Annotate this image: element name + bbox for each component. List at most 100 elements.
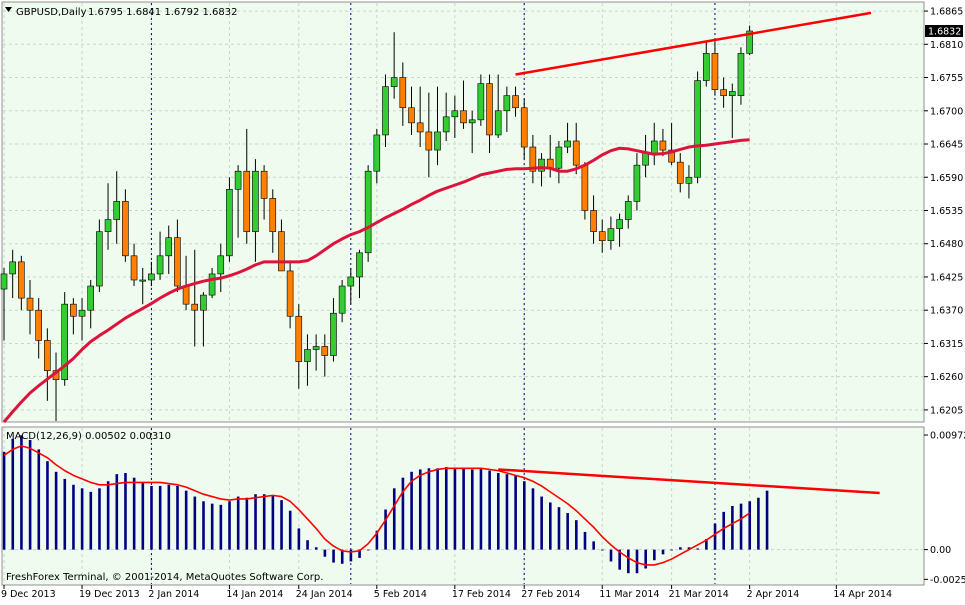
bull-candle	[252, 170, 259, 232]
macd-bar	[288, 510, 292, 550]
signal-line	[3, 445, 751, 566]
price-tick-label: 1.6865	[930, 7, 963, 18]
macd-bar	[722, 511, 726, 550]
macd-bar	[531, 488, 535, 550]
macd-bar	[167, 484, 171, 550]
time-tick-label: 2 Apr 2014	[747, 589, 800, 600]
bear-candle	[711, 53, 719, 90]
bear-candle	[269, 198, 277, 232]
price-tick-label: 1.6370	[930, 306, 963, 317]
macd-bar	[98, 488, 101, 550]
macd-bar	[37, 449, 41, 550]
macd-bar	[453, 468, 457, 550]
macd-divergence-trendline[interactable]	[498, 468, 880, 495]
resistance-trendline[interactable]	[515, 11, 872, 76]
macd-bar	[418, 469, 422, 550]
macd-bar	[670, 549, 673, 551]
macd-bar	[358, 549, 361, 558]
bear-candle	[460, 110, 467, 124]
macd-bar	[306, 540, 309, 550]
macd-bar	[609, 549, 613, 562]
time-tick-label: 21 Mar 2014	[669, 589, 729, 600]
bear-candle	[581, 164, 589, 211]
macd-bar	[479, 468, 483, 550]
time-tick-label: 24 Jan 2014	[296, 589, 353, 600]
macd-bar	[549, 502, 552, 550]
price-tick-label: 1.6645	[930, 140, 963, 151]
price-tick-label: 1.6205	[930, 405, 963, 416]
macd-bar	[705, 539, 708, 550]
macd-bar	[653, 549, 656, 561]
copyright-footer: FreshForex Terminal, © 2001-2014, MetaQu…	[6, 572, 323, 583]
macd-bar	[271, 495, 275, 550]
price-pane[interactable]	[1, 1, 925, 423]
ohlc-values: 1.6795 1.6841 1.6792 1.6832	[88, 7, 238, 18]
macd-bar	[46, 461, 49, 550]
macd-bar	[280, 500, 283, 550]
symbol-label: GBPUSD,Daily	[16, 7, 87, 18]
current-price-marker: 1.6832	[925, 25, 963, 38]
bull-candle	[382, 86, 389, 136]
bull-candle	[494, 110, 502, 136]
bear-candle	[590, 210, 597, 232]
macd-bar	[661, 549, 665, 555]
time-tick-label: 9 Dec 2013	[1, 589, 56, 600]
ma-line	[2, 138, 750, 423]
macd-bar	[314, 547, 318, 550]
macd-bar	[488, 470, 491, 550]
bear-candle	[572, 140, 580, 166]
bear-candle	[122, 201, 129, 257]
price-trendline[interactable]	[515, 11, 872, 76]
bull-candle	[96, 231, 103, 287]
bull-candle	[330, 312, 337, 356]
bear-candle	[520, 107, 528, 148]
bull-candle	[702, 53, 710, 81]
macd-bar	[687, 547, 691, 550]
macd-bar	[540, 496, 543, 550]
macd-trendline[interactable]	[498, 468, 880, 495]
time-axis: 9 Dec 2013 19 Dec 2013 2 Jan 2014 14 Jan 20…	[1, 585, 892, 600]
price-tick-label: 1.6590	[930, 173, 963, 184]
macd-bar	[115, 474, 119, 550]
moving-average	[2, 138, 750, 423]
macd-bar	[349, 549, 353, 562]
time-tick-label: 27 Feb 2014	[521, 589, 580, 600]
macd-header: MACD(12,26,9) 0.00502 0.00310	[6, 431, 171, 442]
macd-bar	[28, 439, 32, 550]
time-tick-label: 17 Feb 2014	[452, 589, 511, 600]
macd-bar	[158, 485, 162, 550]
macd-bar	[644, 549, 647, 569]
dropdown-triangle-icon[interactable]	[5, 7, 12, 12]
macd-bar	[132, 477, 136, 550]
macd-bar	[124, 472, 127, 550]
bear-candle	[598, 231, 606, 242]
bull-candle	[78, 309, 86, 317]
candlestick-series	[0, 25, 753, 421]
bear-candle	[70, 303, 77, 317]
time-tick-label: 5 Feb 2014	[374, 589, 427, 600]
macd-bar	[713, 523, 717, 550]
bull-candle	[451, 110, 459, 118]
bull-candle	[442, 116, 450, 133]
macd-tick-label: 0.00972	[930, 431, 965, 442]
bear-candle	[659, 140, 667, 151]
bull-candle	[650, 140, 658, 154]
bull-candle	[312, 346, 320, 350]
macd-bar	[245, 497, 249, 550]
bull-candle	[728, 91, 736, 96]
macd-bar	[72, 484, 75, 550]
macd-bar	[297, 528, 301, 550]
macd-bar	[392, 488, 396, 550]
macd-bar	[236, 496, 240, 550]
macd-bar	[679, 547, 682, 550]
macd-bar	[557, 507, 561, 550]
time-tick-label: 2 Jan 2014	[148, 589, 199, 600]
macd-bar	[184, 490, 188, 550]
macd-bar	[583, 531, 587, 550]
bull-candle	[148, 273, 155, 281]
time-tick-label: 19 Dec 2013	[79, 589, 140, 600]
bear-candle	[130, 255, 138, 281]
bull-candle	[390, 77, 398, 87]
macd-bar	[427, 468, 431, 550]
macd-bar	[262, 494, 266, 550]
